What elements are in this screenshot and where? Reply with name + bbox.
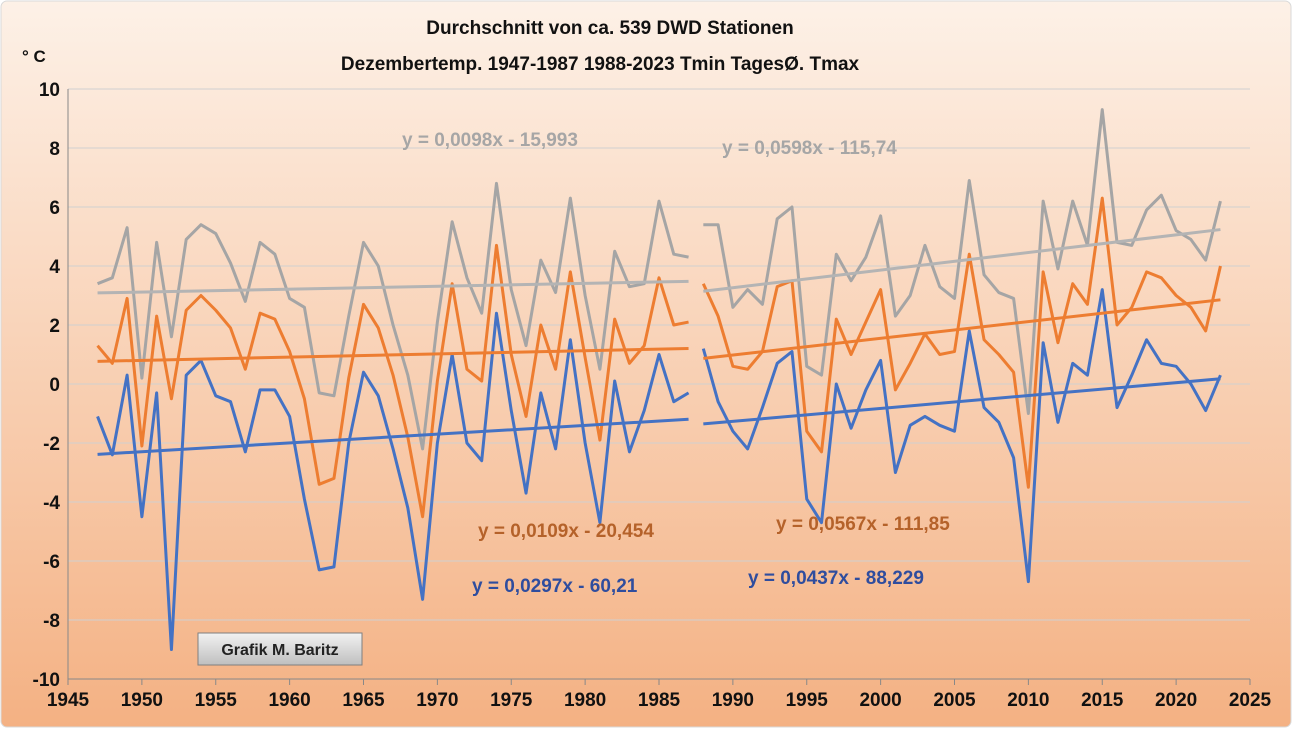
credit: Grafik M. Baritz xyxy=(221,642,338,659)
chart-subtitle: Dezembertemp. 1947-1987 1988-2023 Tmin T… xyxy=(341,54,860,75)
y-tick-label: 10 xyxy=(39,80,60,101)
x-tick-label: 1965 xyxy=(342,690,385,711)
trend-equation: y = 0,0598x - 115,74 xyxy=(722,138,897,159)
x-tick-label: 1985 xyxy=(638,690,681,711)
y-tick-label: -8 xyxy=(43,611,60,632)
data-line xyxy=(96,181,689,451)
data-line xyxy=(96,243,689,519)
data-line xyxy=(701,288,1222,584)
x-tick-label: 1975 xyxy=(490,690,533,711)
x-tick-label: 1990 xyxy=(712,690,754,711)
trend-equation: y = 0,0567x - 111,85 xyxy=(776,514,950,535)
data-line xyxy=(96,311,690,651)
y-tick-label: 4 xyxy=(49,257,60,278)
x-tick-label: 1955 xyxy=(195,690,238,711)
x-tick-label: 1945 xyxy=(47,690,90,711)
trend-equation: y = 0,0098x - 15,993 xyxy=(402,130,578,151)
trend-line xyxy=(97,417,689,456)
x-tick-label: 1995 xyxy=(786,690,829,711)
x-tick-label: 2000 xyxy=(859,690,901,711)
y-tick-label: 6 xyxy=(49,198,60,219)
x-tick-label: 2020 xyxy=(1155,690,1197,711)
trend-equation: y = 0,0297x - 60,21 xyxy=(472,576,638,597)
trend-line xyxy=(97,346,689,363)
y-tick-label: 2 xyxy=(49,316,60,337)
x-tick-label: 2005 xyxy=(933,690,976,711)
x-tick-label: 1970 xyxy=(416,690,458,711)
credit-box xyxy=(197,632,363,666)
y-tick-label: -2 xyxy=(43,434,60,455)
chart-title: Durchschnitt von ca. 539 DWD Stationen xyxy=(426,18,793,39)
trend-line xyxy=(703,228,1221,293)
plot-area: -10 -8 -6 -4 -2 0 2 4 6 8 10 1945 1950 1955 1960 1965 19… xyxy=(33,80,1272,711)
y-tick-label: 8 xyxy=(49,139,60,160)
trend-equation: y = 0,0109x - 20,454 xyxy=(478,521,654,542)
x-tick-label: 1950 xyxy=(121,690,163,711)
x-tick-label: 1980 xyxy=(564,690,606,711)
y-tick-label: -6 xyxy=(43,552,60,573)
y-tick-label: -10 xyxy=(33,670,60,691)
x-tick-label: 1960 xyxy=(268,690,310,711)
trend-equation: y = 0,0437x - 88,229 xyxy=(748,568,924,589)
trend-line xyxy=(703,298,1221,360)
y-tick-label: -4 xyxy=(43,493,60,514)
trend-line xyxy=(97,279,689,295)
trend-line xyxy=(703,377,1221,426)
x-tick-label: 2015 xyxy=(1081,690,1124,711)
y-tick-label: 0 xyxy=(49,375,60,396)
x-tick-label: 2010 xyxy=(1007,690,1049,711)
y-axis-label: ° C xyxy=(22,47,46,66)
x-tick-label: 2025 xyxy=(1229,690,1272,711)
